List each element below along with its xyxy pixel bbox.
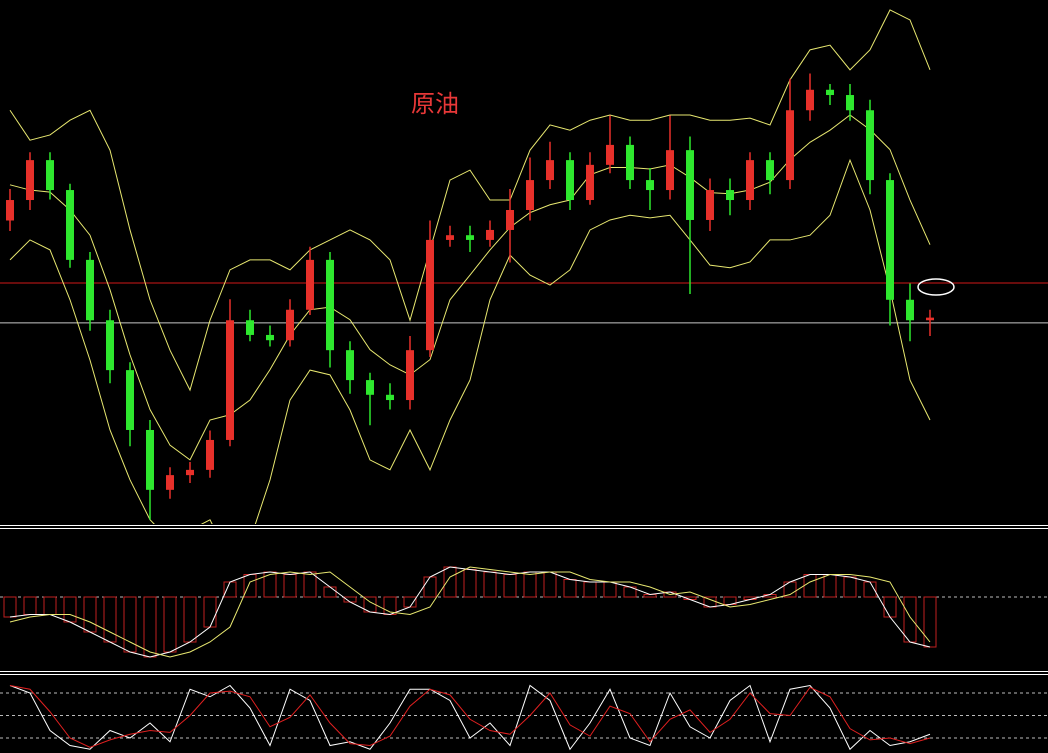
candle-body	[6, 200, 14, 221]
candle-body	[306, 259, 314, 310]
candle-body	[166, 475, 174, 490]
candle-body	[66, 190, 74, 260]
candle-body	[786, 110, 794, 181]
candle-body	[506, 210, 514, 230]
candle-body	[326, 259, 334, 351]
candle-body	[366, 380, 374, 395]
candle-body	[386, 394, 394, 401]
candle-body	[706, 190, 714, 220]
band-middle	[9, 114, 931, 461]
candle-body	[486, 229, 494, 240]
candle-body	[206, 439, 214, 470]
candle-body	[766, 160, 774, 181]
candle-body	[246, 320, 254, 335]
annotation-ellipse	[917, 278, 955, 296]
candle-body	[586, 164, 594, 201]
dea-line	[9, 566, 931, 658]
candle-body	[446, 235, 454, 240]
candle-body	[686, 150, 694, 220]
k-line	[9, 684, 931, 751]
candle-body	[606, 144, 614, 165]
candle-body	[626, 144, 634, 181]
candle-body	[186, 469, 194, 476]
candle-body	[926, 317, 934, 321]
candle-body	[906, 299, 914, 321]
candle-body	[346, 350, 354, 381]
candle-body	[726, 190, 734, 201]
candle-body	[806, 89, 814, 111]
candle-body	[426, 239, 434, 351]
macd-panel	[0, 566, 1048, 658]
candle-body	[526, 180, 534, 210]
chart-title: 原油	[411, 90, 459, 118]
candle-body	[566, 160, 574, 201]
candle-body	[546, 160, 554, 181]
candle-body	[86, 259, 94, 321]
candle-body	[146, 429, 154, 490]
candle-body	[266, 334, 274, 341]
candle-body	[286, 309, 294, 341]
band-upper	[9, 9, 931, 392]
dif-line	[9, 566, 931, 658]
candle-body	[106, 320, 114, 371]
candle-body	[826, 89, 834, 96]
band-lower	[9, 158, 931, 524]
price-panel	[0, 9, 1048, 524]
candle-body	[646, 180, 654, 191]
candle-body	[666, 150, 674, 191]
candle-body	[126, 370, 134, 430]
candle-body	[886, 180, 894, 300]
candle-body	[466, 235, 474, 240]
candle-body	[26, 160, 34, 201]
stochastic-panel	[0, 684, 1048, 751]
candle-body	[406, 350, 414, 401]
candle-body	[46, 160, 54, 191]
candle-body	[866, 110, 874, 181]
candle-body	[846, 95, 854, 111]
candle-body	[226, 320, 234, 440]
candle-body	[746, 160, 754, 201]
d-line	[9, 685, 931, 748]
